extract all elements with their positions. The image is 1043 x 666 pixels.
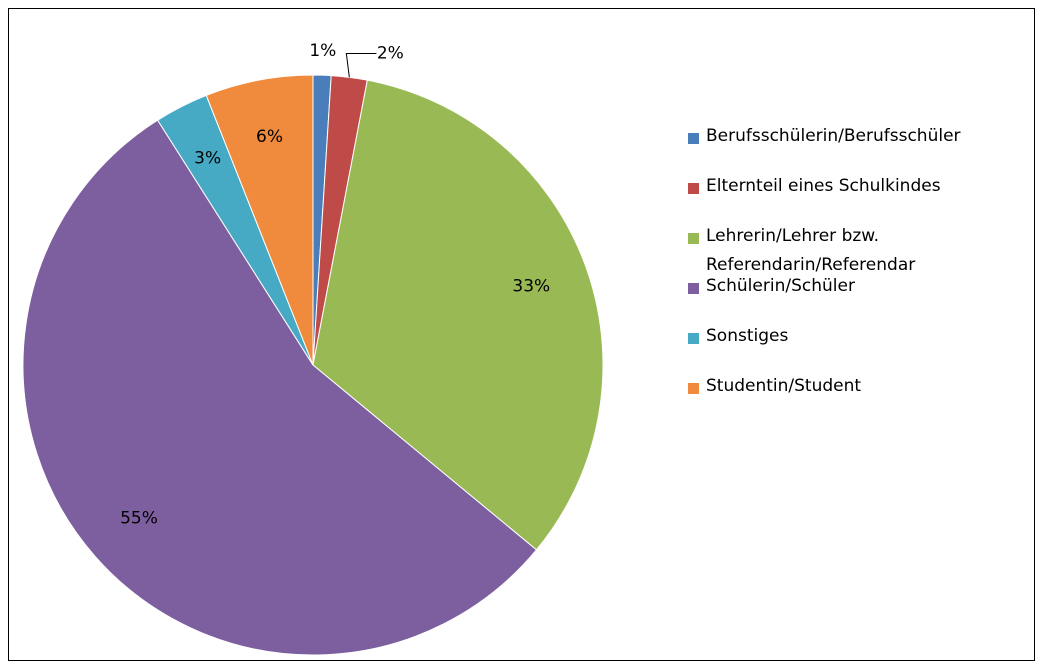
- pie-slice: [312, 79, 604, 551]
- legend-item: Lehrerin/Lehrer bzw. Referendarin/Refere…: [688, 226, 988, 278]
- legend-swatch: [688, 183, 699, 194]
- frame: [8, 8, 1035, 661]
- data-label: 33%: [512, 276, 550, 296]
- data-label: 1%: [309, 41, 336, 61]
- pie-slice: [22, 119, 538, 656]
- legend: Berufsschülerin/Berufsschüler Elternteil …: [688, 126, 988, 428]
- data-label: 2%: [377, 43, 404, 63]
- data-label: 3%: [194, 148, 221, 168]
- leader-line: [345, 52, 377, 78]
- legend-swatch: [688, 133, 699, 144]
- legend-item: Sonstiges: [688, 326, 988, 378]
- legend-item: Elternteil eines Schulkindes: [688, 176, 988, 228]
- pie-slice: [205, 74, 314, 366]
- legend-swatch: [688, 233, 699, 244]
- legend-item: Schülerin/Schüler: [688, 276, 988, 328]
- legend-item: Berufsschülerin/Berufsschüler: [688, 126, 988, 178]
- legend-label: Schülerin/Schüler: [706, 276, 855, 296]
- legend-label: Sonstiges: [706, 326, 789, 346]
- data-label: 55%: [120, 508, 158, 528]
- legend-swatch: [688, 333, 699, 344]
- legend-label: Studentin/Student: [706, 376, 862, 396]
- legend-label: Berufsschülerin/Berufsschüler: [706, 126, 961, 146]
- legend-label: Elternteil eines Schulkindes: [706, 176, 941, 196]
- legend-swatch: [688, 283, 699, 294]
- legend-label: Lehrerin/Lehrer bzw. Referendarin/Refere…: [706, 226, 916, 275]
- data-label: 6%: [256, 127, 283, 147]
- legend-swatch: [688, 383, 699, 394]
- legend-item: Studentin/Student: [688, 376, 988, 428]
